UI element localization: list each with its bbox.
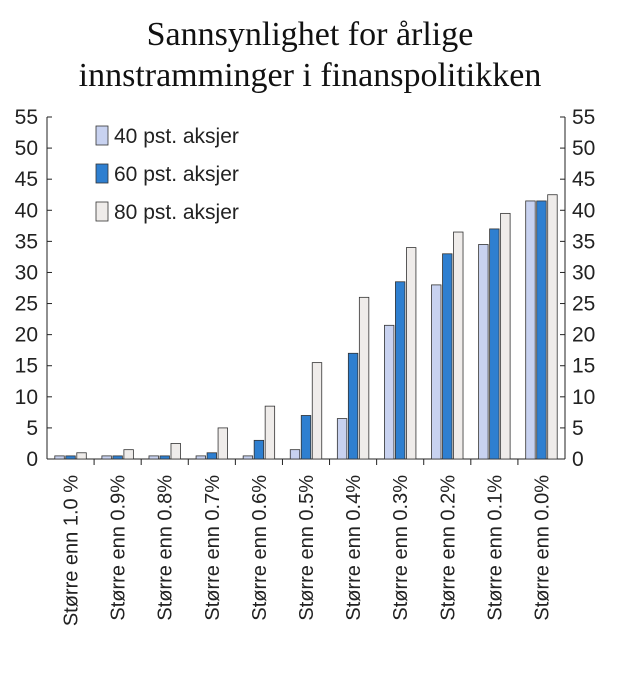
left-tick-label: 20 <box>15 324 38 347</box>
bar-2 <box>395 281 406 460</box>
left-tick-label: 50 <box>15 137 38 160</box>
category-label: Større enn 0.0% <box>531 475 553 621</box>
right-tick-label: 45 <box>572 168 595 191</box>
bar-1 <box>431 284 442 460</box>
bar-1 <box>242 455 254 460</box>
left-tick-label: 5 <box>26 417 38 440</box>
bar-1 <box>148 455 159 460</box>
category-label: Større enn 0.5% <box>296 475 318 621</box>
category-label: Større enn 0.4% <box>343 475 365 621</box>
bar-3 <box>76 452 87 460</box>
right-tick-label: 55 <box>572 106 595 129</box>
left-tick-label: 0 <box>26 448 38 471</box>
right-tick-label: 40 <box>572 199 595 222</box>
category-label: Større enn 0.1% <box>484 475 506 621</box>
category-label: Større enn 0.9% <box>108 475 130 621</box>
left-tick-label: 35 <box>15 230 38 253</box>
bar-2 <box>347 352 359 460</box>
left-tick-label: 15 <box>15 355 38 378</box>
bar-1 <box>336 418 348 460</box>
bar-3 <box>406 247 417 460</box>
bar-1 <box>101 455 112 460</box>
legend-swatch <box>95 125 109 146</box>
bar-2 <box>536 200 547 460</box>
category-label: Større enn 0.6% <box>249 475 271 621</box>
bar-2 <box>489 228 500 460</box>
right-tick-label: 35 <box>572 230 595 253</box>
right-tick-label: 15 <box>572 355 595 378</box>
bar-2 <box>300 415 312 460</box>
bar-1 <box>54 455 65 460</box>
bar-3 <box>500 212 511 460</box>
bar-2 <box>65 455 76 460</box>
chart-title-line-2: innstramminger i finanspolitikken <box>78 57 542 94</box>
bar-3 <box>264 405 276 460</box>
right-tick-label: 10 <box>572 386 595 409</box>
legend-label: 40 pst. aksjer <box>114 125 239 148</box>
legend-swatch <box>95 163 109 184</box>
bar-1 <box>525 200 536 460</box>
bar-3 <box>311 362 323 460</box>
bar-3 <box>123 449 134 460</box>
category-label: Større enn 0.3% <box>390 475 412 621</box>
category-label: Større enn 0.2% <box>437 475 459 621</box>
category-label: Større enn 0.7% <box>202 475 224 621</box>
bar-2 <box>442 253 453 460</box>
bar-2 <box>253 439 265 460</box>
bar-1 <box>478 244 489 460</box>
bar-3 <box>547 194 558 460</box>
right-tick-label: 30 <box>572 261 595 284</box>
bar-2 <box>206 452 217 460</box>
bar-2 <box>159 455 170 460</box>
bar-1 <box>195 455 206 460</box>
bar-3 <box>170 443 181 460</box>
left-tick-label: 30 <box>15 261 38 284</box>
right-tick-label: 5 <box>572 417 584 440</box>
bar-3 <box>217 427 228 460</box>
left-tick-label: 40 <box>15 199 38 222</box>
bar-3 <box>358 296 370 460</box>
chart-title: Sannsynlighet for årlige innstramminger … <box>0 14 620 96</box>
left-tick-label: 10 <box>15 386 38 409</box>
legend-swatch <box>95 201 109 222</box>
right-tick-label: 0 <box>572 448 584 471</box>
right-tick-label: 20 <box>572 324 595 347</box>
right-tick-label: 25 <box>572 293 595 316</box>
left-tick-label: 25 <box>15 293 38 316</box>
category-label: Større enn 0.8% <box>155 475 177 621</box>
bar-1 <box>289 449 301 460</box>
right-tick-label: 50 <box>572 137 595 160</box>
legend-label: 60 pst. aksjer <box>114 163 239 186</box>
category-label: Større enn 1.0 % <box>61 475 83 626</box>
chart-title-line-1: Sannsynlighet for årlige <box>146 16 474 53</box>
bar-2 <box>112 455 123 460</box>
left-tick-label: 45 <box>15 168 38 191</box>
left-tick-label: 55 <box>15 106 38 129</box>
bar-1 <box>384 324 395 460</box>
bar-3 <box>453 231 464 460</box>
legend-label: 80 pst. aksjer <box>114 201 239 224</box>
